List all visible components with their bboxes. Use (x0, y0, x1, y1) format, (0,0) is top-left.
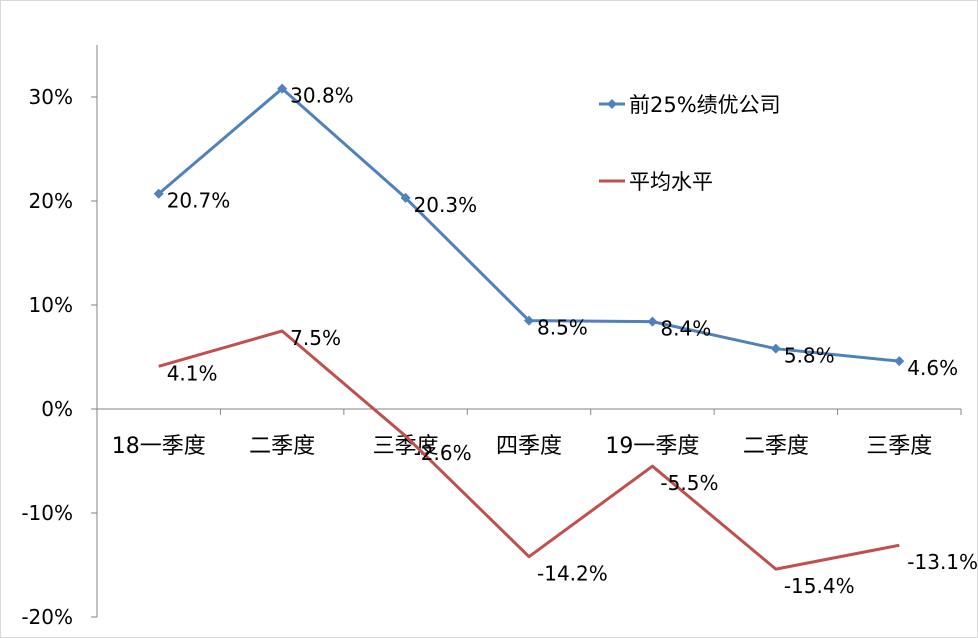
data-label: -15.4% (784, 574, 855, 598)
data-label: 30.8% (290, 84, 354, 108)
x-tick-label: 二季度 (249, 434, 315, 459)
data-label: 20.7% (167, 189, 231, 213)
y-tick-label: 0% (41, 397, 73, 421)
data-label: -2.6% (414, 441, 472, 465)
data-point (647, 316, 658, 327)
data-label: 8.5% (537, 316, 588, 340)
data-point (153, 188, 164, 199)
series-line-2 (158, 329, 900, 571)
x-tick-label: 三季度 (866, 434, 932, 459)
data-label: 4.6% (907, 356, 958, 380)
legend-marker (607, 99, 617, 109)
x-tick-label: 18一季度 (112, 434, 206, 459)
data-label: 4.1% (167, 361, 218, 385)
data-label: 20.3% (414, 193, 478, 217)
data-label: 7.5% (290, 326, 341, 350)
data-label: -5.5% (660, 471, 718, 495)
data-point (894, 356, 905, 367)
data-label: 8.4% (660, 317, 711, 341)
x-tick-label: 19一季度 (605, 434, 699, 459)
data-point (277, 83, 288, 94)
data-point (400, 192, 411, 203)
data-label: -13.1% (907, 550, 977, 574)
data-point (524, 315, 534, 326)
legend-label: 平均水平 (629, 170, 713, 194)
y-tick-label: -20% (21, 605, 73, 629)
data-point (770, 343, 781, 354)
x-tick-label: 三季度 (373, 434, 439, 459)
y-tick-label: -10% (21, 501, 73, 525)
legend-label: 前25%绩优公司 (629, 93, 781, 117)
data-label: -14.2% (537, 562, 608, 586)
y-tick-label: 10% (29, 293, 73, 317)
y-tick-label: 20% (29, 189, 73, 213)
x-tick-label: 四季度 (496, 434, 562, 459)
data-label: 5.8% (784, 344, 835, 368)
y-tick-label: 30% (29, 85, 73, 109)
x-tick-label: 二季度 (743, 434, 809, 459)
